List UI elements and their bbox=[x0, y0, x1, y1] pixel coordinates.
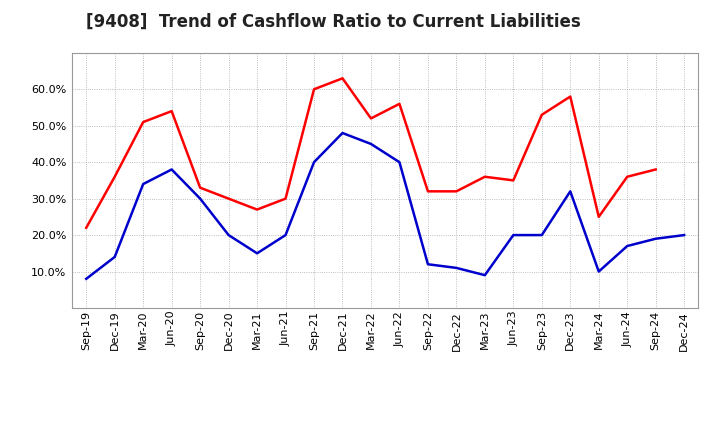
Line: Operating CF to Current Liabilities: Operating CF to Current Liabilities bbox=[86, 78, 656, 228]
Line: Free CF to Current Liabilities: Free CF to Current Liabilities bbox=[86, 133, 684, 279]
Free CF to Current Liabilities bbox=[196, 196, 204, 201]
Operating CF to Current Liabilities bbox=[480, 174, 489, 180]
Free CF to Current Liabilities bbox=[338, 130, 347, 136]
Operating CF to Current Liabilities bbox=[139, 119, 148, 125]
Operating CF to Current Liabilities bbox=[452, 189, 461, 194]
Free CF to Current Liabilities bbox=[652, 236, 660, 242]
Operating CF to Current Liabilities bbox=[82, 225, 91, 231]
Operating CF to Current Liabilities bbox=[167, 109, 176, 114]
Free CF to Current Liabilities bbox=[110, 254, 119, 260]
Free CF to Current Liabilities bbox=[537, 232, 546, 238]
Free CF to Current Liabilities bbox=[282, 232, 290, 238]
Text: [9408]  Trend of Cashflow Ratio to Current Liabilities: [9408] Trend of Cashflow Ratio to Curren… bbox=[86, 13, 581, 31]
Free CF to Current Liabilities bbox=[395, 160, 404, 165]
Free CF to Current Liabilities bbox=[139, 181, 148, 187]
Free CF to Current Liabilities bbox=[566, 189, 575, 194]
Free CF to Current Liabilities bbox=[225, 232, 233, 238]
Operating CF to Current Liabilities bbox=[595, 214, 603, 220]
Free CF to Current Liabilities bbox=[623, 243, 631, 249]
Operating CF to Current Liabilities bbox=[366, 116, 375, 121]
Free CF to Current Liabilities bbox=[680, 232, 688, 238]
Free CF to Current Liabilities bbox=[167, 167, 176, 172]
Operating CF to Current Liabilities bbox=[338, 76, 347, 81]
Free CF to Current Liabilities bbox=[82, 276, 91, 282]
Operating CF to Current Liabilities bbox=[310, 87, 318, 92]
Operating CF to Current Liabilities bbox=[423, 189, 432, 194]
Operating CF to Current Liabilities bbox=[509, 178, 518, 183]
Operating CF to Current Liabilities bbox=[566, 94, 575, 99]
Operating CF to Current Liabilities bbox=[652, 167, 660, 172]
Free CF to Current Liabilities bbox=[366, 141, 375, 147]
Operating CF to Current Liabilities bbox=[253, 207, 261, 212]
Free CF to Current Liabilities bbox=[310, 160, 318, 165]
Free CF to Current Liabilities bbox=[509, 232, 518, 238]
Free CF to Current Liabilities bbox=[253, 251, 261, 256]
Free CF to Current Liabilities bbox=[480, 272, 489, 278]
Operating CF to Current Liabilities bbox=[395, 101, 404, 106]
Operating CF to Current Liabilities bbox=[196, 185, 204, 191]
Operating CF to Current Liabilities bbox=[225, 196, 233, 201]
Operating CF to Current Liabilities bbox=[537, 112, 546, 117]
Operating CF to Current Liabilities bbox=[282, 196, 290, 201]
Operating CF to Current Liabilities bbox=[110, 174, 119, 180]
Free CF to Current Liabilities bbox=[452, 265, 461, 271]
Free CF to Current Liabilities bbox=[423, 262, 432, 267]
Operating CF to Current Liabilities bbox=[623, 174, 631, 180]
Free CF to Current Liabilities bbox=[595, 269, 603, 274]
